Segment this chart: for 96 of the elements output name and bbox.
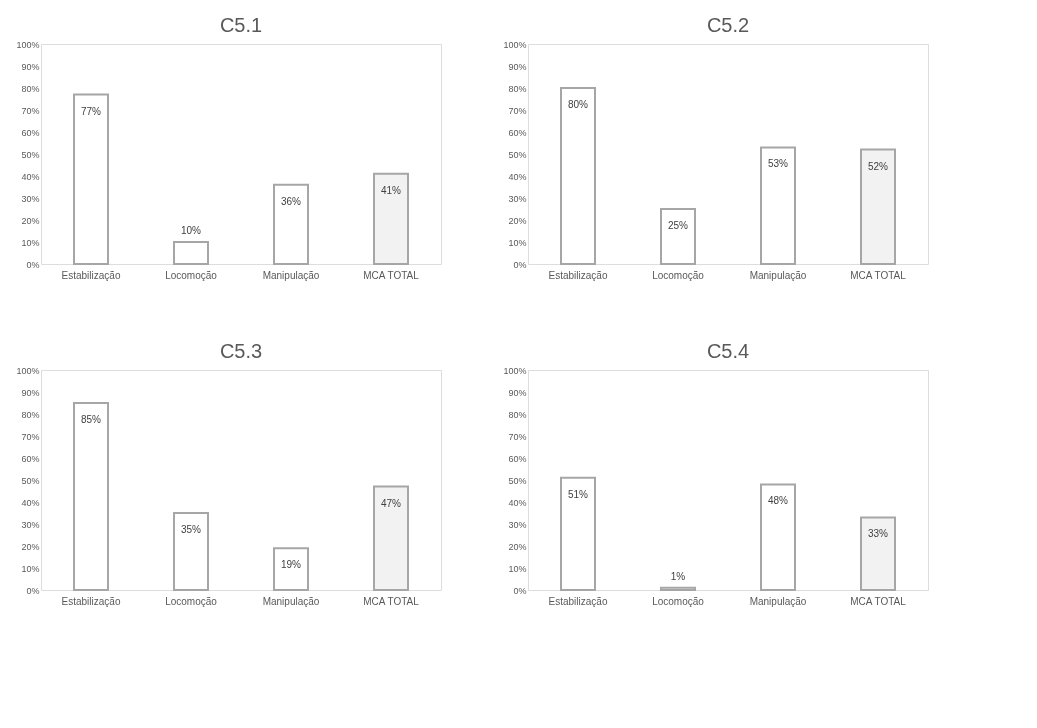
y-tick-label: 90% xyxy=(508,387,527,398)
data-label: 85% xyxy=(80,414,102,425)
x-tick-label: Estabilização xyxy=(61,595,121,607)
y-tick-label: 10% xyxy=(21,563,40,574)
data-label: 48% xyxy=(767,495,789,507)
y-tick-label: 0% xyxy=(26,259,40,270)
bar xyxy=(373,485,409,591)
y-tick-label: 80% xyxy=(21,83,40,94)
y-tick-label: 30% xyxy=(508,193,527,204)
y-tick-label: 90% xyxy=(21,387,40,398)
x-tick-label: Locomoção xyxy=(652,269,705,281)
data-label: 52% xyxy=(867,160,889,172)
data-label: 1% xyxy=(670,570,686,582)
y-tick-label: 20% xyxy=(508,541,527,552)
y-tick-label: 90% xyxy=(21,61,40,72)
x-tick-label: Estabilização xyxy=(548,595,608,607)
chart-title: C5.2 xyxy=(706,14,750,36)
x-tick-label: Manipulação xyxy=(262,269,320,281)
x-tick-label: Locomoção xyxy=(165,595,218,607)
y-tick-label: 70% xyxy=(21,105,40,116)
bar xyxy=(760,146,796,265)
data-label: 19% xyxy=(280,559,302,571)
x-tick-label: Locomoção xyxy=(652,595,705,607)
data-label: 47% xyxy=(380,497,402,509)
bar xyxy=(560,476,596,591)
bar xyxy=(560,87,596,265)
y-tick-label: 70% xyxy=(21,431,40,442)
y-tick-label: 20% xyxy=(508,215,527,226)
y-tick-label: 40% xyxy=(508,171,527,182)
chart-title: C5.3 xyxy=(219,340,263,362)
y-tick-label: 60% xyxy=(508,127,527,138)
y-tick-label: 30% xyxy=(21,193,40,204)
x-tick-label: Manipulação xyxy=(749,269,807,281)
y-tick-label: 40% xyxy=(21,171,40,182)
bar xyxy=(273,183,309,265)
y-tick-label: 40% xyxy=(21,497,40,508)
data-label: 77% xyxy=(80,105,102,117)
bar xyxy=(173,241,209,265)
y-tick-label: 50% xyxy=(21,149,40,160)
y-tick-label: 70% xyxy=(508,105,527,116)
y-tick-label: 100% xyxy=(503,39,527,50)
y-tick-label: 0% xyxy=(513,259,527,270)
bar xyxy=(860,516,896,591)
y-tick-label: 0% xyxy=(513,585,527,596)
data-label: 33% xyxy=(867,528,889,540)
x-tick-label: Manipulação xyxy=(262,595,320,607)
y-tick-label: 0% xyxy=(26,585,40,596)
y-tick-label: 70% xyxy=(508,431,527,442)
data-label: 10% xyxy=(180,225,202,236)
data-label: 25% xyxy=(667,220,689,231)
y-tick-label: 50% xyxy=(508,475,527,486)
y-tick-label: 50% xyxy=(21,475,40,486)
x-tick-label: MCA TOTAL xyxy=(850,269,907,281)
x-tick-label: Estabilização xyxy=(548,269,608,281)
y-tick-label: 10% xyxy=(508,237,527,248)
data-label: 41% xyxy=(380,184,402,196)
y-tick-label: 20% xyxy=(21,541,40,552)
x-tick-label: Locomoção xyxy=(165,269,218,281)
x-tick-label: MCA TOTAL xyxy=(363,269,420,281)
y-tick-label: 80% xyxy=(21,409,40,420)
bar xyxy=(760,483,796,591)
chart-title: C5.1 xyxy=(219,14,263,36)
y-tick-label: 60% xyxy=(508,453,527,464)
data-label: 36% xyxy=(280,195,302,207)
bar xyxy=(73,93,109,265)
y-tick-label: 80% xyxy=(508,409,527,420)
bar xyxy=(860,148,896,265)
y-tick-label: 10% xyxy=(508,563,527,574)
y-tick-label: 30% xyxy=(21,519,40,530)
data-label: 51% xyxy=(567,488,589,500)
x-tick-label: MCA TOTAL xyxy=(363,595,420,607)
y-tick-label: 40% xyxy=(508,497,527,508)
bar xyxy=(373,172,409,265)
y-tick-label: 50% xyxy=(508,149,527,160)
data-label: 35% xyxy=(180,524,202,535)
data-label: 80% xyxy=(567,99,589,110)
bar xyxy=(73,402,109,591)
y-tick-label: 100% xyxy=(16,39,40,50)
bar xyxy=(173,512,209,591)
x-tick-label: Estabilização xyxy=(61,269,121,281)
bar xyxy=(660,586,696,591)
bar xyxy=(660,208,696,265)
y-tick-label: 30% xyxy=(508,519,527,530)
y-tick-label: 10% xyxy=(21,237,40,248)
y-tick-label: 60% xyxy=(21,127,40,138)
data-label: 53% xyxy=(767,158,789,170)
y-tick-label: 100% xyxy=(503,365,527,376)
bar xyxy=(273,547,309,591)
y-tick-label: 100% xyxy=(16,365,40,376)
y-tick-label: 80% xyxy=(508,83,527,94)
y-tick-label: 20% xyxy=(21,215,40,226)
chart-title: C5.4 xyxy=(706,340,750,362)
x-tick-label: Manipulação xyxy=(749,595,807,607)
y-tick-label: 60% xyxy=(21,453,40,464)
x-tick-label: MCA TOTAL xyxy=(850,595,907,607)
y-tick-label: 90% xyxy=(508,61,527,72)
